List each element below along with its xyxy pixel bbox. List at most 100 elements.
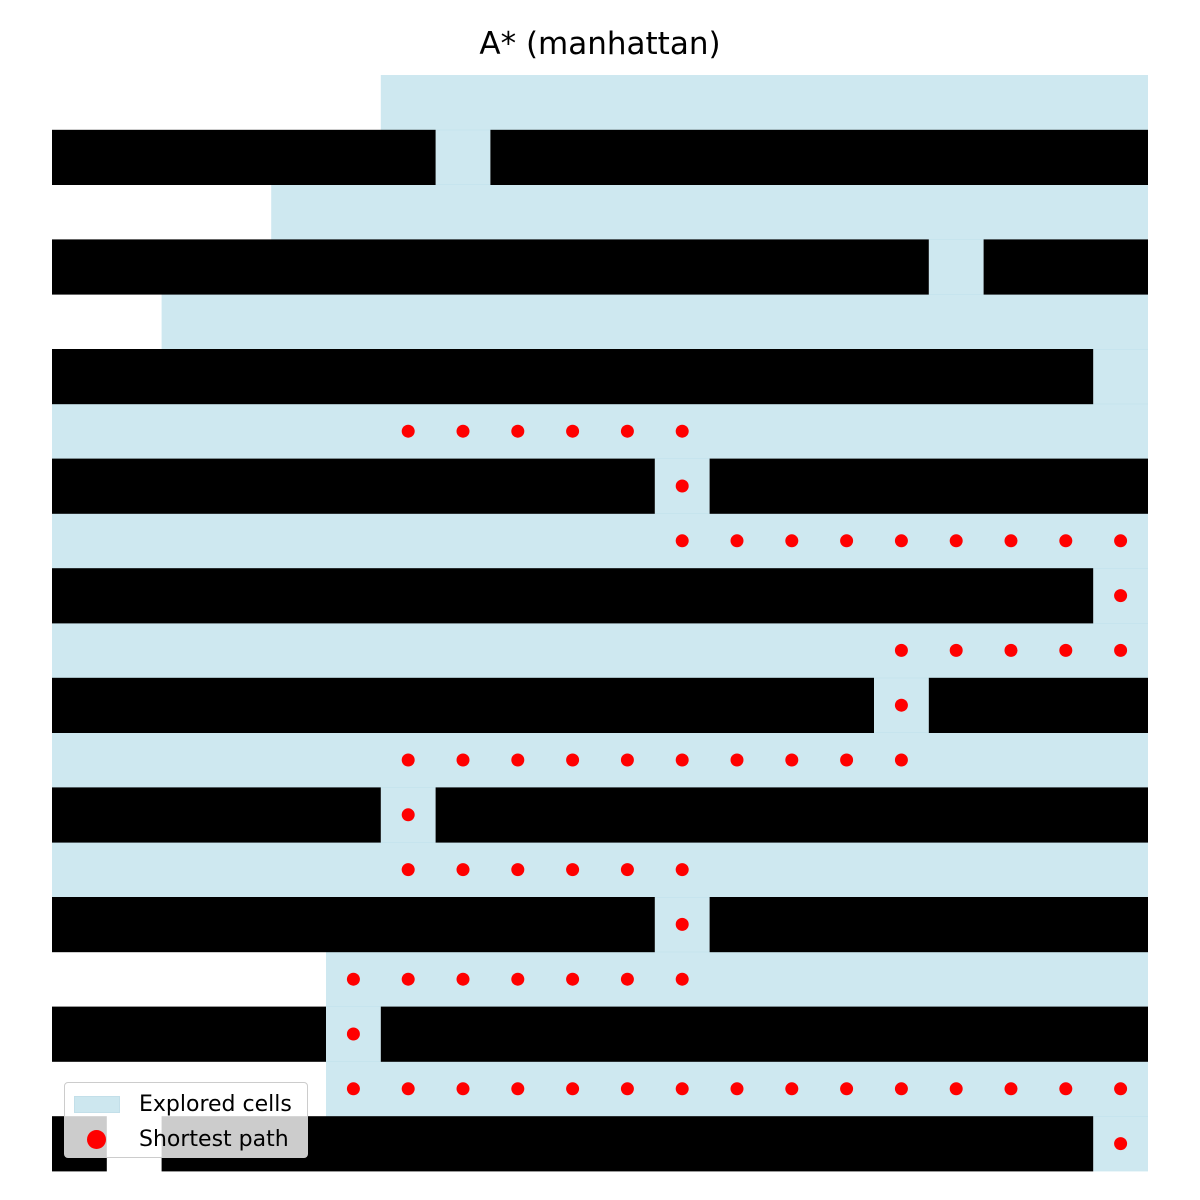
path-point-59: [675, 424, 689, 438]
wall-row-3-segment-1: [983, 239, 1148, 295]
path-point-40: [840, 753, 854, 767]
path-point-22: [620, 972, 634, 986]
path-point-57: [675, 534, 689, 548]
legend-label-path: Shortest path: [139, 1127, 289, 1152]
path-point-39: [785, 753, 799, 767]
path-point-47: [1114, 643, 1128, 657]
path-point-31: [401, 808, 415, 822]
explored-swatch: [74, 1096, 120, 1113]
path-point-0: [1114, 1137, 1128, 1151]
wall-row-5-segment-0: [52, 349, 1094, 405]
path-point-49: [1114, 534, 1128, 548]
path-point-24: [675, 917, 689, 931]
path-point-25: [675, 863, 689, 877]
path-point-15: [346, 1082, 360, 1096]
path-point-36: [620, 753, 634, 767]
legend-item-path: Shortest path: [65, 1122, 305, 1152]
explored-cells-row-8: [52, 513, 1148, 569]
path-marker-swatch: [87, 1130, 106, 1149]
explored-cells-row-0: [380, 75, 1148, 131]
path-point-28: [511, 863, 525, 877]
path-point-52: [949, 534, 963, 548]
path-point-23: [675, 972, 689, 986]
path-layer: [346, 424, 1128, 1151]
path-point-61: [566, 424, 580, 438]
explored-cells-row-2: [271, 184, 1148, 240]
path-point-17: [346, 972, 360, 986]
path-point-6: [840, 1082, 854, 1096]
legend-label-explored: Explored cells: [139, 1092, 292, 1117]
wall-row-15-segment-0: [52, 897, 655, 953]
path-point-29: [456, 863, 470, 877]
path-point-12: [511, 1082, 525, 1096]
path-point-2: [1059, 1082, 1073, 1096]
path-point-38: [730, 753, 744, 767]
path-point-50: [1059, 534, 1073, 548]
wall-row-17-segment-0: [52, 1006, 326, 1062]
path-point-9: [675, 1082, 689, 1096]
wall-row-11-segment-1: [928, 677, 1148, 733]
path-point-19: [456, 972, 470, 986]
path-point-37: [675, 753, 689, 767]
explored-cells-row-1: [435, 129, 491, 185]
path-point-20: [511, 972, 525, 986]
path-point-7: [785, 1082, 799, 1096]
chart-title: A* (manhattan): [479, 26, 721, 62]
path-point-60: [620, 424, 634, 438]
path-point-14: [401, 1082, 415, 1096]
path-point-63: [456, 424, 470, 438]
path-point-53: [894, 534, 908, 548]
path-point-1: [1114, 1082, 1128, 1096]
wall-row-1-segment-1: [490, 129, 1148, 185]
wall-row-15-segment-1: [709, 897, 1148, 953]
path-point-27: [566, 863, 580, 877]
path-point-51: [1004, 534, 1018, 548]
explored-cells-row-6: [52, 403, 1148, 459]
explored-cells-row-16: [326, 951, 1148, 1007]
explored-cells-row-10: [52, 623, 1148, 679]
path-point-44: [949, 643, 963, 657]
explored-cells-row-12: [52, 732, 1148, 788]
wall-row-19-segment-1: [161, 1116, 1094, 1172]
path-point-13: [456, 1082, 470, 1096]
path-point-3: [1004, 1082, 1018, 1096]
path-point-11: [566, 1082, 580, 1096]
path-point-45: [1004, 643, 1018, 657]
path-point-56: [730, 534, 744, 548]
path-point-4: [949, 1082, 963, 1096]
explored-cells-row-4: [161, 294, 1149, 350]
explored-cells-row-14: [52, 842, 1148, 898]
wall-row-3-segment-0: [52, 239, 929, 295]
path-point-30: [401, 863, 415, 877]
wall-row-9-segment-0: [52, 568, 1094, 624]
path-point-21: [566, 972, 580, 986]
wall-row-17-segment-1: [380, 1006, 1148, 1062]
path-point-16: [346, 1027, 360, 1041]
path-point-32: [401, 753, 415, 767]
path-point-62: [511, 424, 525, 438]
path-point-43: [894, 643, 908, 657]
path-point-5: [894, 1082, 908, 1096]
path-point-34: [511, 753, 525, 767]
path-point-8: [730, 1082, 744, 1096]
wall-row-13-segment-0: [52, 787, 381, 843]
explored-cells-row-3: [928, 239, 984, 295]
wall-row-13-segment-1: [435, 787, 1149, 843]
path-point-35: [566, 753, 580, 767]
wall-layer: [52, 129, 1149, 1172]
wall-row-11-segment-0: [52, 677, 874, 733]
path-point-46: [1059, 643, 1073, 657]
path-point-18: [401, 972, 415, 986]
path-point-41: [894, 753, 908, 767]
wall-row-1-segment-0: [52, 129, 436, 185]
path-point-33: [456, 753, 470, 767]
path-point-10: [620, 1082, 634, 1096]
path-point-26: [620, 863, 634, 877]
explored-cells-row-5: [1093, 349, 1148, 405]
path-point-54: [840, 534, 854, 548]
explored-layer: [52, 75, 1149, 1172]
wall-row-7-segment-0: [52, 458, 655, 514]
path-point-55: [785, 534, 799, 548]
wall-row-7-segment-1: [709, 458, 1148, 514]
